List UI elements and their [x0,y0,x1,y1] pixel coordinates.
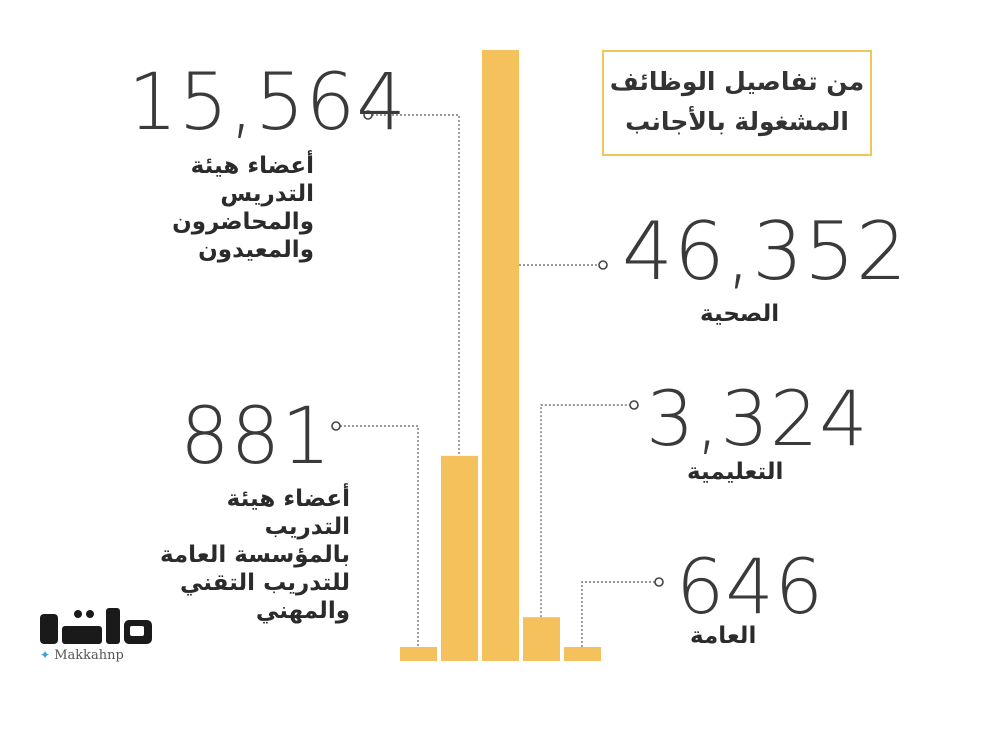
value-label-faculty: 15,564 [128,58,407,148]
category-label-line: والمحاضرون [172,209,314,235]
brand-handle-text: Makkahnp [54,648,124,663]
brand-handle: ✦ Makkahnp [40,648,124,663]
category-label-line: التدريب [264,514,350,540]
category-label-faculty: أعضاء هيئة التدريس والمحاضرون والمعيدون [172,152,314,264]
category-label-training: أعضاء هيئة التدريب بالمؤسسة العامة للتدر… [160,485,350,625]
category-label-line: أعضاء هيئة [190,153,314,179]
category-label-line: العامة [690,623,757,649]
leader-line-education-dot [629,400,639,410]
leader-line-general-dot [654,577,664,587]
category-label-education: التعليمية [687,458,783,486]
value-label-general: 646 [676,542,825,631]
leader-line-health-dot [598,260,608,270]
bar-education [523,617,560,661]
category-label-line: الصحية [700,301,780,327]
bar-general [564,647,601,661]
makkah-logo [40,608,152,644]
category-label-line: والمعيدون [198,237,314,263]
leader-line-education [540,404,630,618]
leader-line-faculty-dot [363,110,373,120]
category-label-line: التعليمية [687,459,784,485]
bar-faculty [441,455,478,661]
chart-title-line-1: من تفاصيل الوظائف [609,67,865,96]
value-label-education: 3,324 [646,374,869,463]
value-label-health: 46,352 [622,205,908,298]
category-label-line: أعضاء هيئة [226,486,350,512]
category-label-line: والمهني [255,598,350,624]
twitter-bird-icon: ✦ [40,648,51,662]
leader-line-general [581,581,655,647]
bar-health [482,50,519,661]
chart-title-line-2: المشغولة بالأجانب [625,107,849,136]
category-label-health: الصحية [700,300,779,328]
category-label-line: للتدريب التقني [179,570,350,596]
leader-line-training [340,425,419,647]
chart-title-box: من تفاصيل الوظائف المشغولة بالأجانب [602,50,872,156]
leader-line-faculty [372,114,460,456]
value-label-training: 881 [180,392,332,482]
leader-line-training-dot [331,421,341,431]
category-label-line: التدريس [220,181,314,207]
category-label-general: العامة [690,622,756,650]
category-label-line: بالمؤسسة العامة [159,542,350,568]
bar-training [400,647,437,661]
